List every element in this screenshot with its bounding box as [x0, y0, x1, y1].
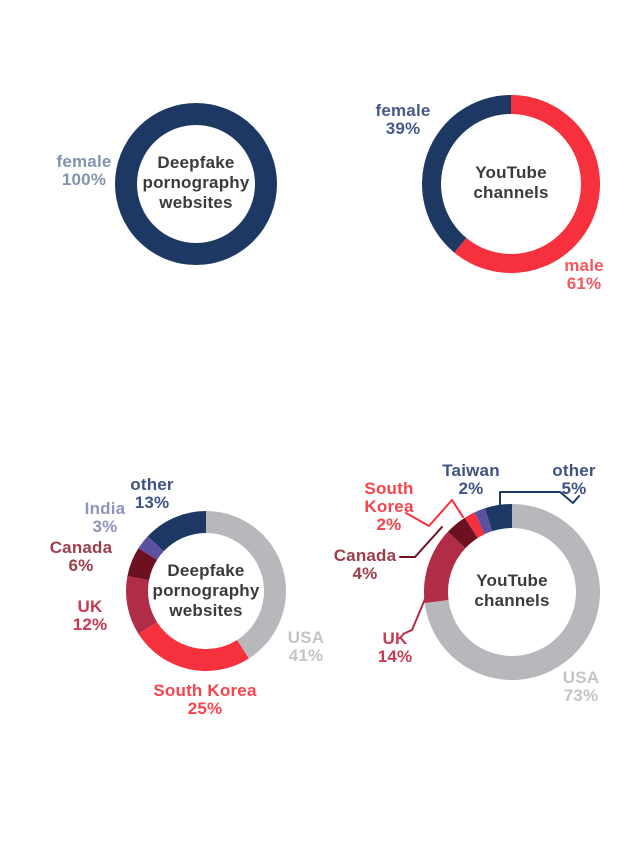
label-female-100: female 100% [34, 153, 134, 189]
slice-india [138, 536, 164, 560]
slice-pct: 61% [566, 274, 602, 293]
slice-name: UK [382, 629, 408, 648]
label-india-3: India 3% [55, 500, 155, 536]
slice-pct: 14% [377, 647, 413, 666]
donut-center-title-youtube-gender: YouTube channels [473, 163, 549, 202]
label-usa-41: USA 41% [266, 629, 346, 665]
slice-uk [424, 531, 466, 604]
slice-pct: 5% [561, 479, 587, 498]
label-taiwan-2: Taiwan 2% [421, 462, 521, 498]
slice-name: Taiwan [442, 461, 500, 480]
slice-name: male [564, 256, 604, 275]
slice-south-korea [138, 622, 249, 672]
slice-name: South Korea [364, 479, 414, 516]
slice-name: Canada [49, 538, 113, 557]
slice-pct: 4% [352, 564, 378, 583]
slice-name: female [56, 152, 112, 171]
slice-pct: 6% [68, 556, 94, 575]
label-canada-6: Canada 6% [31, 539, 131, 575]
slice-other [484, 504, 512, 532]
label-south-korea-2: South Korea 2% [359, 480, 419, 534]
slice-pct: 73% [563, 686, 599, 705]
label-canada-4: Canada 4% [315, 547, 415, 583]
slice-canada [127, 548, 158, 581]
slice-name: UK [77, 597, 103, 616]
slice-canada [447, 517, 478, 549]
donut-center-title-websites-gender: Deepfake pornography websites [142, 153, 250, 212]
slice-name: other [130, 475, 174, 494]
slice-name: India [84, 499, 126, 518]
slice-pct: 2% [376, 515, 402, 534]
label-south-korea-25: South Korea 25% [135, 682, 275, 718]
label-uk-14: UK 14% [345, 630, 445, 666]
slice-pct: 3% [92, 517, 118, 536]
slice-female [422, 95, 511, 253]
slice-female [115, 103, 277, 265]
leader-line-uk [402, 598, 426, 635]
label-other-5: other 5% [524, 462, 624, 498]
leader-line-south-korea [405, 499, 464, 527]
label-female-39: female 39% [353, 102, 453, 138]
label-uk-12: UK 12% [40, 598, 140, 634]
slice-pct: 39% [385, 119, 421, 138]
slice-name: USA [562, 668, 600, 687]
label-male-61: male 61% [534, 257, 634, 293]
slice-name: other [552, 461, 596, 480]
leader-line-other [499, 491, 580, 508]
leader-line-canada [399, 526, 443, 558]
slice-name: female [375, 101, 431, 120]
label-usa-73: USA 73% [531, 669, 631, 705]
slice-pct: 2% [458, 479, 484, 498]
slice-uk [126, 576, 158, 634]
slice-pct: 25% [187, 699, 223, 718]
slice-male [454, 95, 601, 273]
slice-name: Canada [333, 546, 397, 565]
slice-other [147, 511, 206, 552]
slice-pct: 41% [288, 646, 324, 665]
slice-usa [206, 511, 286, 659]
slice-pct: 100% [61, 170, 107, 189]
donut-center-title-youtube-country: YouTube channels [474, 571, 550, 610]
slice-south-korea [464, 512, 485, 538]
slice-name: South Korea [153, 681, 257, 700]
slice-pct: 13% [134, 493, 170, 512]
label-other-13: other 13% [102, 476, 202, 512]
slice-name: USA [287, 628, 325, 647]
slice-pct: 12% [72, 615, 108, 634]
donut-center-title-websites-country: Deepfake pornography websites [152, 561, 260, 620]
slice-taiwan [474, 508, 493, 535]
